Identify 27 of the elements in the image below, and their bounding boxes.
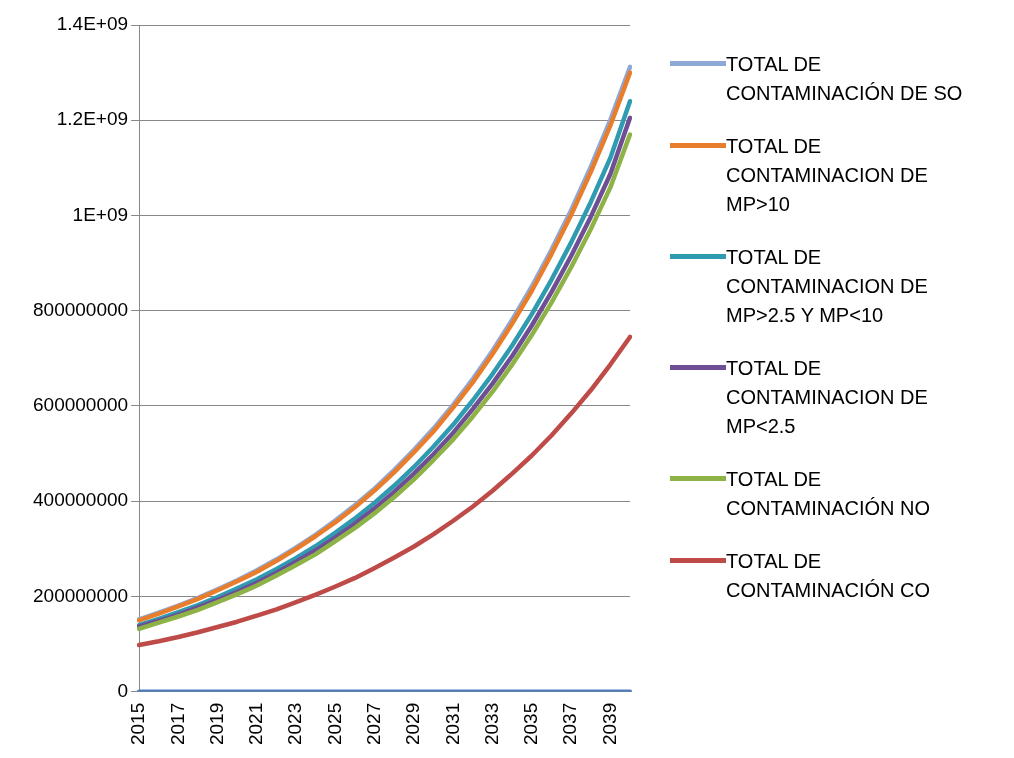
y-tick-label: 0 xyxy=(117,679,129,701)
x-tick-label: 2023 xyxy=(284,702,306,746)
legend-label: TOTAL DE CONTAMINACIÓN DE SO xyxy=(726,52,964,106)
x-tick-label: 2021 xyxy=(245,702,267,746)
x-tick-label: 2035 xyxy=(520,702,542,746)
x-tick-label: 2027 xyxy=(362,702,384,746)
y-tick-label: 1.2E+09 xyxy=(56,108,129,130)
legend-label: TOTAL DE CONTAMINACION DE MP>10 xyxy=(726,134,929,217)
legend-label: TOTAL DE CONTAMINACION DE MP>2.5 Y MP<10 xyxy=(726,245,929,328)
x-tick-label: 2037 xyxy=(559,702,581,746)
x-tick-label: 2039 xyxy=(598,702,620,746)
y-tick-label: 1.4E+09 xyxy=(56,13,129,35)
y-tick-label: 400000000 xyxy=(32,489,129,511)
y-tick-label: 200000000 xyxy=(32,584,129,606)
legend-label: TOTAL DE CONTAMINACIÓN CO xyxy=(726,549,932,603)
y-tick-label: 1E+09 xyxy=(72,203,129,225)
y-tick-label: 800000000 xyxy=(32,298,129,320)
x-tick-label: 2025 xyxy=(323,702,345,746)
y-tick-label: 600000000 xyxy=(32,394,129,416)
x-tick-label: 2017 xyxy=(166,702,188,746)
legend-label: TOTAL DE CONTAMINACION DE MP<2.5 xyxy=(726,356,929,439)
x-tick-label: 2029 xyxy=(402,702,424,746)
x-tick-label: 2033 xyxy=(480,702,502,746)
legend-label: TOTAL DE CONTAMINACIÓN NO xyxy=(726,467,932,521)
x-tick-label: 2015 xyxy=(127,702,149,746)
x-tick-label: 2031 xyxy=(441,702,463,746)
x-tick-label: 2019 xyxy=(205,702,227,746)
